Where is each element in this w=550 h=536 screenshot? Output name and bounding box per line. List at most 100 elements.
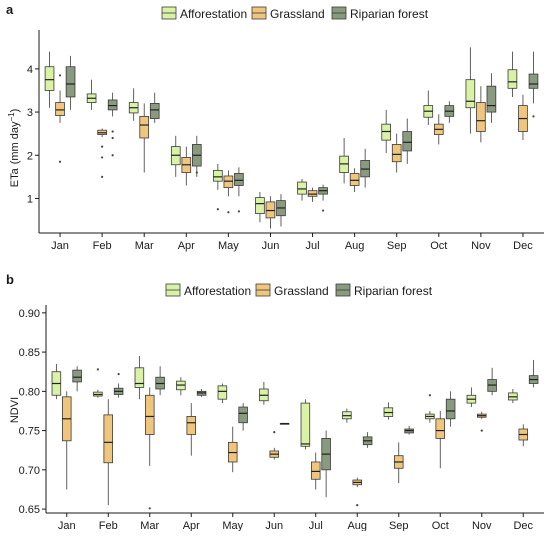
panel-a-box-riparian_forest-feb xyxy=(107,92,118,157)
box-body xyxy=(507,69,518,89)
panel-a-box-grassland-may xyxy=(223,170,234,214)
panel-a-x-tick-label: May xyxy=(218,240,239,252)
panel-a-box-riparian_forest-dec xyxy=(528,51,539,118)
panel-b-box-grassland-jul xyxy=(310,452,321,490)
panel-b-x-tick-label: Oct xyxy=(432,520,449,531)
panel-b-box-riparian_forest-feb xyxy=(113,372,124,398)
panel-a-box-afforestation-mar xyxy=(128,88,139,121)
box-outlier xyxy=(117,372,120,376)
panel-b-box-riparian_forest-mar xyxy=(155,366,165,396)
panel-b-x-tick-label: Apr xyxy=(183,520,200,531)
panel-a-x-tick-label: Dec xyxy=(513,240,533,252)
panel-b-x-tick-label: Jun xyxy=(265,520,283,531)
panel-b-box-afforestation-oct xyxy=(425,394,435,423)
box-body xyxy=(213,169,223,182)
legend-a: Afforestation Grassland Riparian forest xyxy=(161,6,429,21)
box-outlier xyxy=(101,145,104,148)
panel-a-box-afforestation-oct xyxy=(423,90,434,126)
panel-b-box-afforestation-dec xyxy=(508,388,518,404)
box-body xyxy=(186,416,197,435)
box-outlier xyxy=(480,429,483,432)
panel-a-eta: a Afforestation Grassland Riparian fores… xyxy=(6,2,544,252)
box-outlier xyxy=(58,74,62,77)
legend-b-label-grassland: Grassland xyxy=(274,284,329,298)
panel-b-y-tick-label: 0.80 xyxy=(19,386,40,398)
box-outlier xyxy=(273,431,276,434)
box-outlier xyxy=(428,394,431,397)
panel-b-box-afforestation-jan xyxy=(51,363,62,400)
box-body xyxy=(149,103,160,119)
panel-b-box-grassland-mar xyxy=(144,387,155,510)
box-outlier xyxy=(101,175,104,178)
panel-b-box-afforestation-aug xyxy=(342,408,352,423)
panel-b-x-tick-label: Nov xyxy=(472,520,492,531)
box-body xyxy=(265,201,276,219)
panel-b-box-riparian_forest-nov xyxy=(487,367,497,396)
legend-a-label-riparian-forest: Riparian forest xyxy=(350,7,429,21)
box-body xyxy=(402,131,413,152)
panel-a-x-ticks: Jan Feb Mar Apr May Jun Jul Aug Sep Oct Nov Dec xyxy=(51,233,533,252)
panel-b-x-ticks: Jan Feb Mar Apr May Jun Jul Aug Sep Oct Nov Dec xyxy=(58,513,534,532)
panel-b-box-riparian_forest-sep xyxy=(404,425,414,435)
panel-b-box-riparian_forest-dec xyxy=(528,359,539,388)
panel-b-box-riparian_forest-jan xyxy=(72,366,82,392)
panel-b-box-grassland-aug xyxy=(352,477,363,507)
panel-b-box-grassland-feb xyxy=(103,399,114,506)
panel-b-box-riparian_forest-may xyxy=(238,403,248,431)
panel-a-x-tick-label: Jul xyxy=(306,240,320,252)
panel-b-box-grassland-apr xyxy=(186,403,197,456)
panel-a-x-tick-label: Oct xyxy=(430,240,447,252)
panel-a-box-grassland-oct xyxy=(433,114,444,145)
panel-a-box-afforestation-apr xyxy=(170,135,181,177)
panel-a-box-riparian_forest-apr xyxy=(191,135,202,177)
panel-a-box-afforestation-sep xyxy=(381,109,392,154)
box-body xyxy=(55,102,65,116)
legend-b-label-riparian-forest: Riparian forest xyxy=(354,284,433,298)
legend-b: Afforestation Grassland Riparian forest xyxy=(165,283,433,298)
panel-a-box-afforestation-dec xyxy=(507,51,518,97)
box-body xyxy=(391,144,402,163)
box-body xyxy=(44,66,55,91)
panel-b-x-tick-label: Dec xyxy=(513,520,533,531)
panel-a-box-grassland-jun xyxy=(265,196,276,229)
panel-a-box-grassland-mar xyxy=(139,103,150,173)
box-body xyxy=(465,79,476,109)
box-body xyxy=(65,66,76,98)
panel-b-y-tick-label: 0.65 xyxy=(19,504,40,516)
panel-a-box-grassland-jul xyxy=(307,187,318,202)
panel-b-y-tick-label: 0.75 xyxy=(19,426,40,438)
panel-a-y-axis-title-close: ) xyxy=(9,109,21,113)
legend-b-label-afforestation: Afforestation xyxy=(184,284,251,298)
panel-b-x-tick-label: Jul xyxy=(309,520,323,531)
box-outlier xyxy=(111,130,114,133)
panel-b-x-tick-label: Feb xyxy=(99,520,118,531)
panel-a-y-tick-label: 4 xyxy=(27,64,33,76)
panel-a-y-tick-label: 1 xyxy=(27,193,33,205)
box-outlier xyxy=(58,160,62,163)
panel-b-y-axis-title: NDVI xyxy=(9,397,21,423)
panel-a-x-tick-label: Aug xyxy=(345,240,365,252)
box-body xyxy=(255,197,265,214)
panel-a-y-tick-label: 3 xyxy=(27,107,33,119)
box-body xyxy=(238,406,248,424)
panel-a-box-riparian_forest-oct xyxy=(444,101,455,123)
box-body xyxy=(103,414,114,464)
box-body xyxy=(486,85,497,113)
panel-a-box-afforestation-jul xyxy=(297,179,307,201)
panel-a-y-axis-title-exponent: −1 xyxy=(7,112,16,122)
box-outlier xyxy=(96,368,99,371)
panel-b-box-grassland-jan xyxy=(61,391,72,490)
panel-b-box-riparian_forest-jul xyxy=(321,430,331,498)
box-body xyxy=(310,461,321,480)
panel-a-box-afforestation-nov xyxy=(465,47,476,134)
panel-b-y-tick-label: 0.85 xyxy=(19,347,40,359)
panel-b-box-riparian_forest-aug xyxy=(362,432,373,448)
panel-a-box-riparian_forest-nov xyxy=(486,73,497,123)
box-body xyxy=(300,402,311,447)
box-body xyxy=(528,73,539,89)
panel-b-box-afforestation-may xyxy=(217,383,228,404)
panel-b-x-tick-label: Aug xyxy=(347,520,367,531)
box-outlier xyxy=(101,156,104,159)
panel-b-box-riparian_forest-oct xyxy=(445,391,456,427)
panel-b-y-tick-label: 0.90 xyxy=(19,308,40,320)
